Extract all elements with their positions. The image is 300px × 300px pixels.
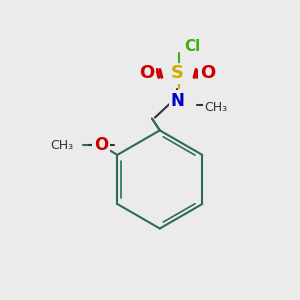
Text: N: N <box>170 92 184 110</box>
Text: Cl: Cl <box>184 39 201 54</box>
Text: S: S <box>171 64 184 82</box>
Text: O: O <box>140 64 155 82</box>
Text: O: O <box>94 136 108 154</box>
Text: CH₃: CH₃ <box>204 101 227 114</box>
Text: CH₃: CH₃ <box>50 139 74 152</box>
Text: O: O <box>200 64 215 82</box>
